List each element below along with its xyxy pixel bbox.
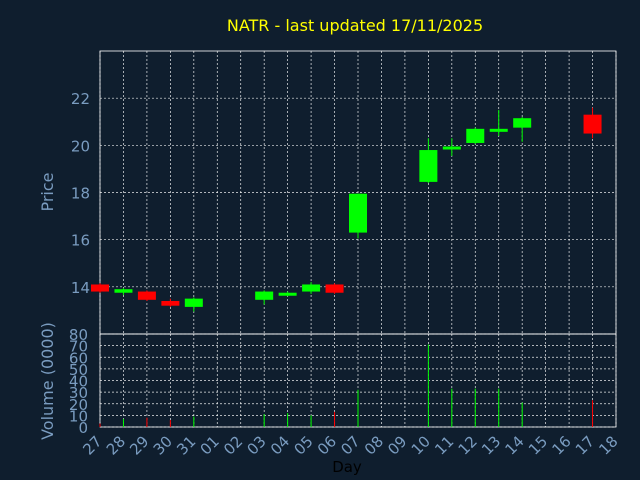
- candle-body: [513, 118, 532, 128]
- candle-body: [466, 128, 485, 143]
- volume-tick-label: 30: [69, 384, 88, 402]
- x-tick-label: 28: [103, 432, 129, 458]
- volume-tick-label: 60: [69, 349, 88, 367]
- x-tick-label: 15: [525, 432, 551, 458]
- x-tick-label: 05: [290, 432, 316, 458]
- x-tick-label: 11: [431, 432, 457, 458]
- candle-body: [349, 193, 367, 233]
- candle-body: [161, 300, 180, 306]
- x-tick-label: 07: [337, 432, 363, 458]
- x-tick-label: 30: [150, 432, 176, 458]
- x-tick-label: 18: [595, 432, 621, 458]
- chart-title: NATR - last updated 17/11/2025: [227, 16, 483, 35]
- x-tick-label: 16: [548, 432, 574, 458]
- candle-body: [184, 298, 203, 307]
- x-tick-label: 08: [361, 432, 387, 458]
- x-tick-label: 04: [267, 432, 293, 458]
- volume-tick-label: 40: [69, 373, 88, 391]
- candle-body: [114, 289, 133, 293]
- x-tick-label: 17: [572, 432, 598, 458]
- candle-body: [91, 284, 109, 292]
- candle-body: [442, 146, 461, 150]
- x-tick-label: 02: [220, 432, 246, 458]
- price-tick-label: 22: [71, 90, 90, 108]
- price-tick-label: 20: [71, 137, 90, 155]
- x-tick-label: 14: [502, 432, 528, 458]
- candle-body: [583, 114, 602, 134]
- x-tick-label: 10: [408, 432, 434, 458]
- x-tick-label: 29: [126, 432, 152, 458]
- x-tick-label: 31: [173, 432, 199, 458]
- price-axis-label: Price: [38, 172, 57, 211]
- candle-body: [419, 150, 438, 182]
- x-tick-label: 06: [314, 432, 340, 458]
- candle-body: [278, 292, 297, 296]
- candle-body: [255, 291, 274, 300]
- x-tick-label: 09: [384, 432, 410, 458]
- volume-panel: 2728293031010203040506070809101112131415…: [69, 326, 622, 459]
- candle-body: [137, 291, 156, 300]
- price-tick-label: 16: [71, 232, 90, 250]
- x-axis-label: Day: [332, 458, 362, 476]
- price-tick-label: 18: [71, 185, 90, 203]
- x-tick-label: 03: [244, 432, 270, 458]
- volume-tick-label: 80: [69, 326, 88, 344]
- volume-tick-label: 70: [69, 338, 88, 356]
- x-tick-label: 12: [455, 432, 481, 458]
- candle-body: [302, 284, 321, 292]
- volume-axis-label: Volume (0000): [38, 322, 57, 440]
- volume-tick-label: 0: [78, 419, 88, 437]
- price-tick-label: 14: [71, 279, 90, 297]
- price-panel: 14 16 18 20 22: [71, 50, 617, 335]
- volume-tick-label: 50: [69, 361, 88, 379]
- x-tick-label: 13: [478, 432, 504, 458]
- candle-body: [489, 128, 508, 132]
- x-tick-label: 01: [197, 432, 223, 458]
- candle-body: [325, 284, 344, 293]
- volume-tick-label: 10: [69, 407, 88, 425]
- volume-tick-label: 20: [69, 396, 88, 414]
